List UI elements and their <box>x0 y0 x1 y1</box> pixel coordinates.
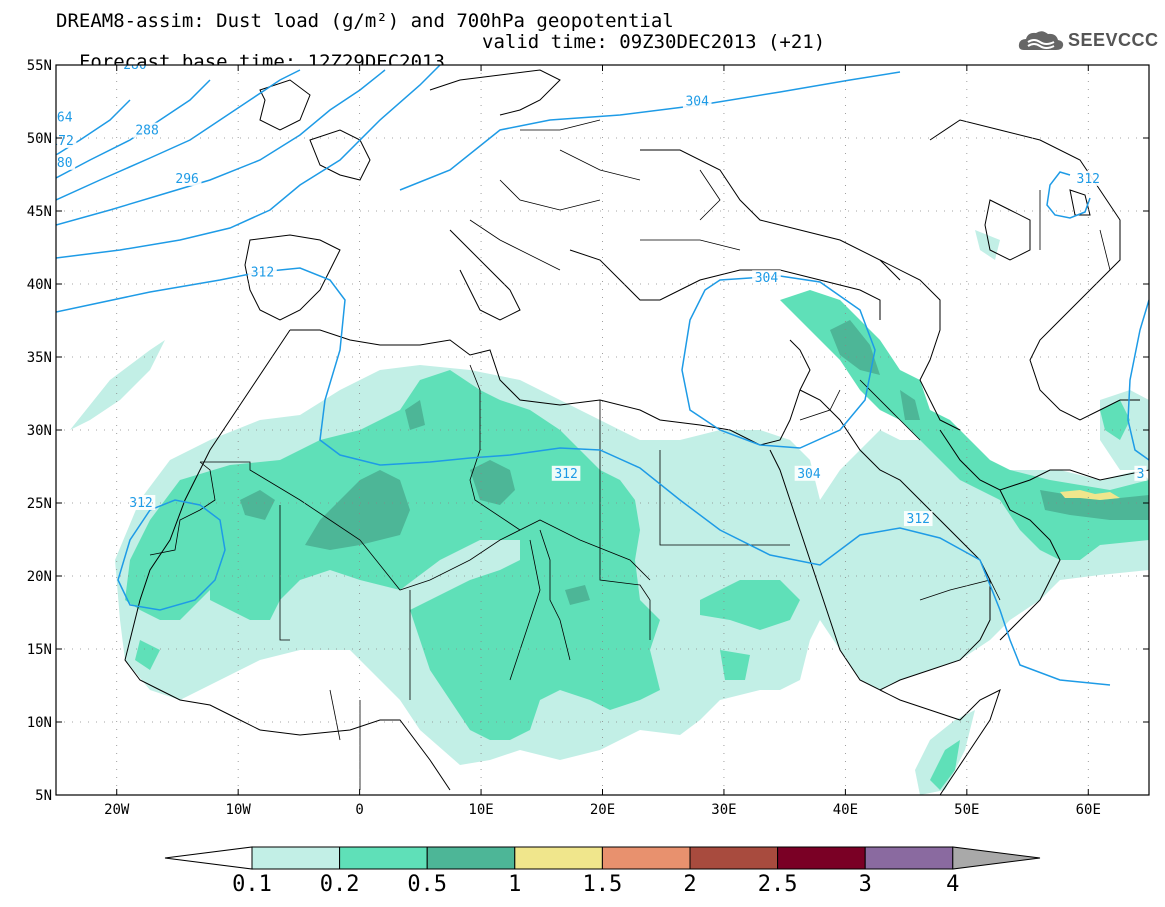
contour-label: 3 <box>1137 467 1145 482</box>
lon-label: 30E <box>711 802 736 818</box>
contour-label-bg <box>794 465 824 481</box>
colorbar-label: 0.1 <box>232 872 272 897</box>
lat-label: 50N <box>27 131 52 147</box>
colorbar-segment <box>777 846 866 870</box>
colorbar-segment <box>426 846 516 870</box>
colorbar-label: 4 <box>946 872 959 897</box>
colorbar-label: 0.5 <box>407 872 447 897</box>
contour-label: 288 <box>135 124 158 139</box>
colorbar-label: 2 <box>683 872 696 897</box>
colorbar-label: 3 <box>859 872 872 897</box>
lat-label: 25N <box>27 496 52 512</box>
contour-label: 280 <box>49 156 72 171</box>
contour-label-bg <box>56 154 76 170</box>
contour-label: 272 <box>50 134 73 149</box>
contour-label-bg <box>120 65 150 72</box>
contour-label-bg <box>132 122 162 138</box>
colorbar-label: 2.5 <box>758 872 798 897</box>
contour-label: 304 <box>755 271 779 286</box>
geopotential-contours <box>56 65 1149 686</box>
colorbar-segment <box>339 846 428 870</box>
logo-text: SEEVCCC <box>1068 30 1159 50</box>
contour-label: 264 <box>49 111 73 126</box>
contour-label: 296 <box>175 172 198 187</box>
contour-label-bg <box>56 109 76 125</box>
contour-label-bg <box>752 270 781 286</box>
lon-label: 20W <box>104 802 130 818</box>
graticule <box>56 65 1149 795</box>
contour-label-bg <box>1134 465 1147 481</box>
seevccc-logo: SEEVCCC <box>1016 26 1159 56</box>
longitude-labels: 20W 10W 0 10E 20E 30E 40E 50E 60E <box>104 802 1101 818</box>
lat-label: 40N <box>27 277 52 293</box>
lat-label: 35N <box>27 350 52 366</box>
contour-label-bg <box>551 465 581 481</box>
lon-label: 40E <box>833 802 858 818</box>
colorbar-label: 0.2 <box>320 872 360 897</box>
valid-time: valid time: 09Z30DEC2013 (+21) <box>482 31 826 53</box>
cloud-icon <box>1018 31 1064 50</box>
lon-label: 60E <box>1076 802 1101 818</box>
contour-label: 312 <box>129 496 152 511</box>
colorbar-segment <box>689 846 779 870</box>
map-title: DREAM8-assim: Dust load (g/m²) and 700hP… <box>56 10 674 32</box>
lat-label: 15N <box>27 642 52 658</box>
contour-label-bg <box>172 170 202 186</box>
colorbar-segment <box>514 846 603 870</box>
colorbar-segment <box>864 846 954 870</box>
contour-labels: 280 264 272 280 288 296 304 312 312 312 312 304 304 3… <box>49 58 1147 527</box>
lon-label: 0 <box>355 802 363 818</box>
latitude-labels: 5N 10N 15N 20N 25N 30N 35N 40N 45N 50N 55N <box>27 58 52 804</box>
lat-label: 5N <box>35 788 52 804</box>
lat-label: 45N <box>27 204 52 220</box>
contour-label-bg <box>682 93 712 109</box>
country-borders <box>149 119 1111 790</box>
colorbar-segment <box>601 846 691 870</box>
colorbar: 0.1 0.2 0.5 1 1.5 2 2.5 3 4 <box>164 846 1041 897</box>
lat-label: 10N <box>27 715 52 731</box>
lon-label: 50E <box>954 802 979 818</box>
colorbar-low-triangle <box>164 846 253 870</box>
dust-region-dark <box>240 320 1149 605</box>
contour-label: 280 <box>123 58 146 73</box>
contour-label: 304 <box>797 467 821 482</box>
contour-label: 312 <box>251 265 274 280</box>
contour-label-bg <box>248 264 277 280</box>
colorbar-label: 1.5 <box>583 872 623 897</box>
lon-label: 10W <box>226 802 252 818</box>
contour-label: 312 <box>554 467 577 482</box>
colorbar-label: 1 <box>508 872 521 897</box>
lon-label: 20E <box>590 802 615 818</box>
contour-label-bg <box>126 495 156 510</box>
contour-label-bg <box>903 511 933 527</box>
colorbar-segment <box>251 846 341 870</box>
contour-label: 312 <box>907 512 930 527</box>
lon-label: 10E <box>468 802 493 818</box>
dust-region-high <box>1060 490 1120 500</box>
lat-label: 30N <box>27 423 52 439</box>
axis-ticks <box>56 64 1149 796</box>
contour-label-bg <box>56 132 77 148</box>
contour-label: 304 <box>685 95 709 110</box>
colorbar-high-triangle <box>952 846 1041 870</box>
lat-label: 20N <box>27 569 52 585</box>
lat-label: 55N <box>27 58 52 74</box>
coastlines <box>124 69 1149 795</box>
contour-label: 312 <box>1077 172 1100 187</box>
contour-label-bg <box>1073 170 1103 186</box>
